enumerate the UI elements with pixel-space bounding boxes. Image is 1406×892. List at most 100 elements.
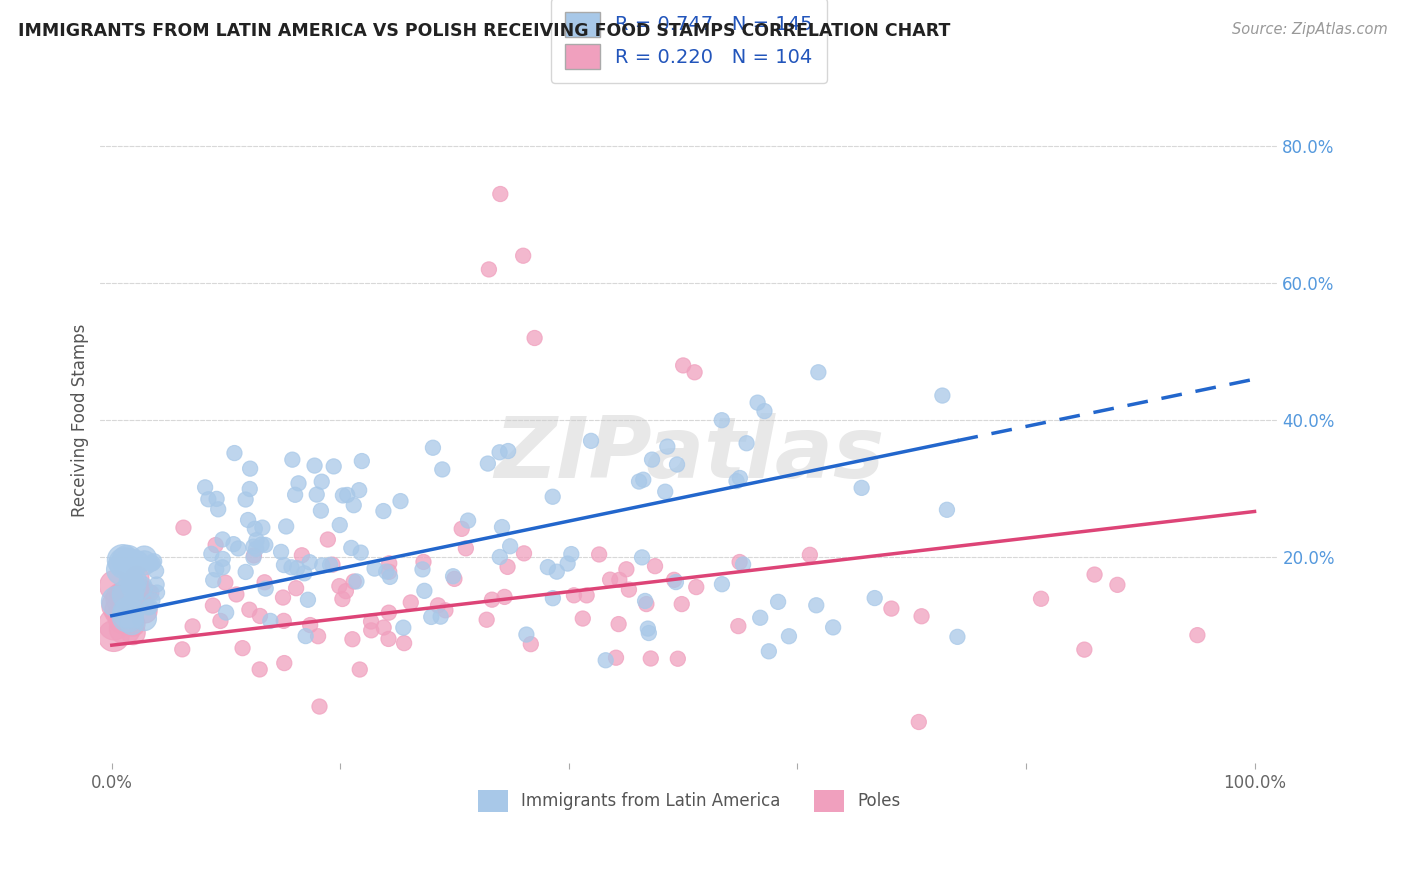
Point: [429, 609, 451, 624]
Point: [232, 641, 254, 656]
Point: [637, 622, 659, 636]
Point: [541, 490, 564, 504]
Point: [332, 592, 354, 607]
Point: [588, 548, 610, 562]
Point: [340, 541, 363, 555]
Point: [305, 487, 328, 501]
Point: [475, 613, 498, 627]
Text: Source: ZipAtlas.com: Source: ZipAtlas.com: [1232, 22, 1388, 37]
Point: [118, 553, 141, 567]
Point: [122, 597, 145, 611]
Point: [254, 538, 277, 552]
Point: [617, 582, 640, 597]
Point: [284, 488, 307, 502]
Point: [239, 482, 262, 496]
Point: [134, 556, 156, 570]
Point: [121, 615, 143, 630]
Point: [211, 560, 233, 574]
Point: [389, 494, 412, 508]
Point: [560, 547, 582, 561]
Point: [335, 584, 357, 599]
Point: [259, 614, 281, 628]
Point: [457, 514, 479, 528]
Point: [609, 573, 631, 587]
Point: [298, 555, 321, 569]
Point: [209, 614, 232, 628]
Point: [141, 593, 163, 607]
Point: [491, 520, 513, 534]
Point: [328, 579, 350, 593]
Point: [349, 663, 371, 677]
Point: [662, 573, 685, 587]
Point: [907, 714, 929, 729]
Point: [242, 540, 264, 554]
Point: [129, 581, 152, 595]
Point: [117, 588, 139, 602]
Point: [363, 561, 385, 575]
Point: [489, 186, 512, 201]
Point: [322, 459, 344, 474]
Point: [749, 611, 772, 625]
Point: [311, 558, 333, 573]
Point: [138, 585, 160, 599]
Point: [666, 458, 689, 472]
Point: [541, 591, 564, 606]
Point: [599, 573, 621, 587]
Point: [273, 614, 295, 628]
Point: [880, 601, 903, 615]
Point: [1029, 591, 1052, 606]
Point: [627, 475, 650, 489]
Point: [336, 488, 359, 502]
Point: [254, 582, 277, 596]
Point: [450, 522, 472, 536]
Point: [633, 473, 655, 487]
Point: [735, 436, 758, 450]
Point: [238, 603, 260, 617]
Point: [641, 452, 664, 467]
Point: [120, 574, 142, 589]
Point: [634, 594, 657, 608]
Point: [281, 452, 304, 467]
Point: [181, 619, 204, 633]
Point: [616, 562, 638, 576]
Point: [111, 563, 134, 577]
Point: [226, 541, 249, 556]
Point: [607, 617, 630, 632]
Point: [377, 632, 399, 646]
Point: [112, 607, 135, 622]
Point: [308, 699, 330, 714]
Point: [138, 600, 160, 615]
Point: [202, 573, 225, 587]
Point: [378, 565, 401, 579]
Point: [373, 504, 395, 518]
Point: [725, 474, 748, 488]
Point: [360, 615, 382, 629]
Point: [124, 574, 146, 588]
Point: [114, 591, 136, 605]
Point: [139, 599, 162, 614]
Point: [143, 554, 166, 568]
Point: [360, 624, 382, 638]
Point: [350, 454, 373, 468]
Point: [728, 471, 751, 485]
Point: [214, 575, 236, 590]
Point: [285, 581, 308, 595]
Point: [239, 461, 262, 475]
Point: [122, 617, 145, 632]
Point: [129, 584, 152, 599]
Point: [114, 622, 136, 636]
Point: [644, 559, 666, 574]
Point: [145, 577, 167, 591]
Point: [245, 533, 267, 548]
Point: [112, 611, 135, 625]
Point: [378, 606, 401, 620]
Point: [378, 570, 401, 584]
Point: [252, 520, 274, 534]
Point: [134, 551, 156, 566]
Point: [512, 249, 534, 263]
Point: [1073, 642, 1095, 657]
Point: [332, 488, 354, 502]
Point: [250, 537, 273, 551]
Point: [863, 591, 886, 605]
Point: [347, 483, 370, 498]
